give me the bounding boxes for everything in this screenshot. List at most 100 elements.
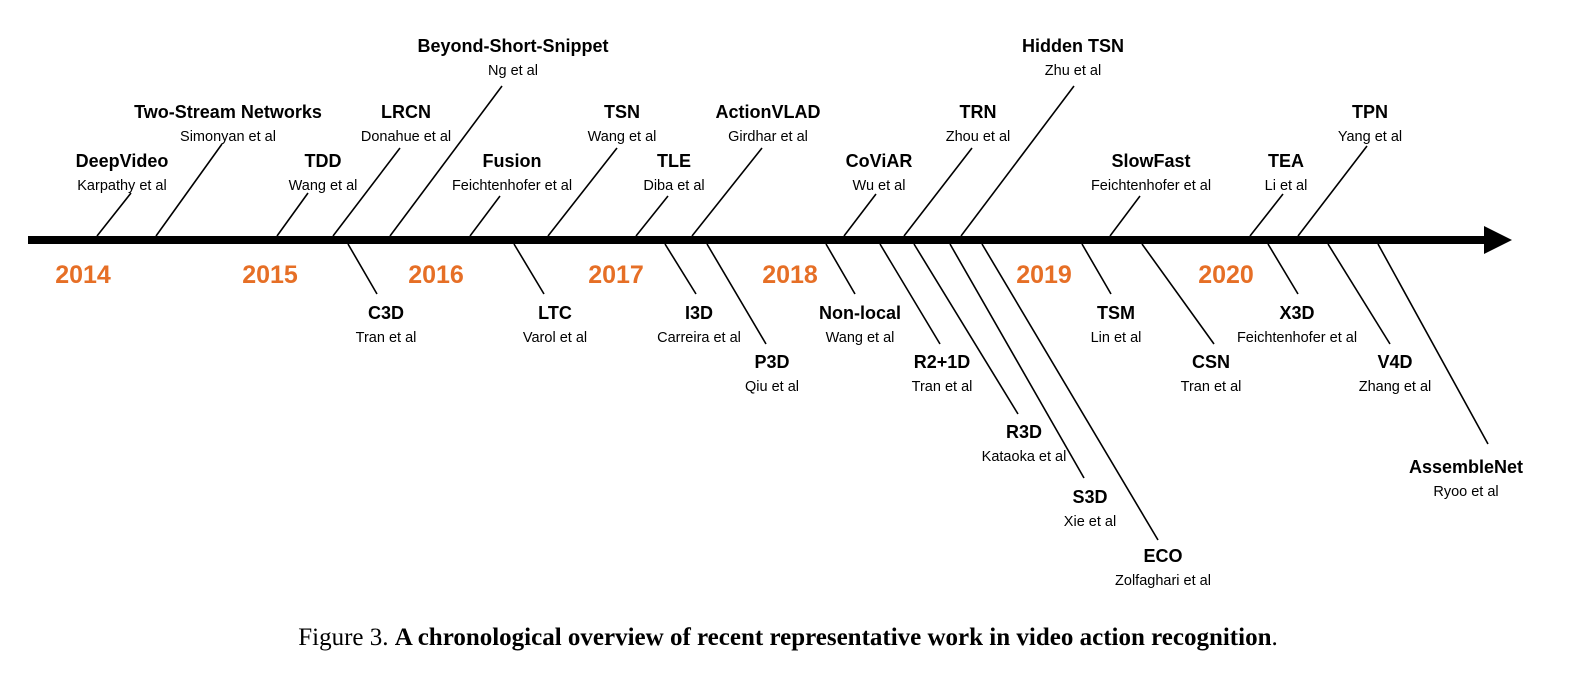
work-authors: Xie et al [1064,514,1116,530]
work-tle: TLE Diba et al [643,151,704,194]
connector-tsm [1081,243,1112,295]
work-slowfast: SlowFast Feichtenhofer et al [1091,151,1211,194]
work-authors: Wu et al [853,178,906,194]
year-label-2018: 2018 [762,261,818,289]
work-name: C3D [368,303,404,323]
work-name: TEA [1268,151,1304,171]
work-hidden-tsn: Hidden TSN Zhu et al [1022,36,1124,79]
work-name: Beyond-Short-Snippet [418,36,609,56]
connector-i3d [664,243,697,295]
work-name: ActionVLAD [716,102,821,122]
work-coviar: CoViAR Wu et al [846,151,913,194]
work-name: P3D [754,352,789,372]
work-authors: Lin et al [1091,330,1142,346]
connector-coviar [843,193,877,237]
work-authors: Wang et al [826,330,895,346]
work-r2-1d: R2+1D Tran et al [912,352,973,395]
connector-assemblenet [1377,243,1489,445]
figure-caption: Figure 3. A chronological overview of re… [0,624,1576,652]
work-non-local: Non-local Wang et al [819,303,901,346]
connector-hidden-tsn [960,85,1075,237]
timeline-arrowhead [1484,226,1512,254]
work-tsn: TSN Wang et al [588,102,657,145]
work-authors: Diba et al [643,178,704,194]
work-ltc: LTC Varol et al [523,303,587,346]
work-name: CoViAR [846,151,913,171]
connector-slowfast [1109,195,1141,237]
connector-tea [1249,193,1284,237]
work-name: TSM [1097,303,1135,323]
work-v4d: V4D Zhang et al [1359,352,1432,395]
work-c3d: C3D Tran et al [356,303,417,346]
connector-deepvideo [96,192,132,237]
year-label-2019: 2019 [1016,261,1072,289]
connector-eco [981,243,1159,541]
work-authors: Karpathy et al [77,178,166,194]
work-fusion: Fusion Feichtenhofer et al [452,151,572,194]
work-name: TPN [1352,102,1388,122]
work-name: LTC [538,303,572,323]
work-name: DeepVideo [76,151,169,171]
work-beyond-short-snippet: Beyond-Short-Snippet Ng et al [418,36,609,79]
work-authors: Li et al [1265,178,1308,194]
work-name: TLE [657,151,691,171]
connector-tsn [547,147,618,237]
work-name: Non-local [819,303,901,323]
work-name: I3D [685,303,713,323]
work-name: Hidden TSN [1022,36,1124,56]
connector-beyond-short-snippet [389,85,503,237]
work-authors: Zhu et al [1045,63,1101,79]
connector-fusion [469,195,501,237]
work-authors: Donahue et al [361,129,451,145]
work-name: V4D [1377,352,1412,372]
work-authors: Tran et al [912,379,973,395]
work-name: TSN [604,102,640,122]
year-label-2015: 2015 [242,261,298,289]
work-authors: Qiu et al [745,379,799,395]
work-authors: Zhou et al [946,129,1011,145]
work-authors: Ryoo et al [1433,484,1498,500]
caption-suffix: . [1271,624,1278,651]
connector-c3d [347,243,378,295]
work-name: LRCN [381,102,431,122]
work-lrcn: LRCN Donahue et al [361,102,451,145]
work-name: CSN [1192,352,1230,372]
work-authors: Kataoka et al [982,449,1067,465]
work-authors: Wang et al [588,129,657,145]
work-authors: Tran et al [356,330,417,346]
work-name: AssembleNet [1409,457,1523,477]
work-authors: Girdhar et al [728,129,808,145]
work-authors: Carreira et al [657,330,741,346]
work-eco: ECO Zolfaghari et al [1115,546,1211,589]
connector-tle [635,195,669,237]
work-tea: TEA Li et al [1265,151,1308,194]
connector-s3d [949,243,1085,479]
work-two-stream-networks: Two-Stream Networks Simonyan et al [134,102,322,145]
connector-r3d [913,243,1019,415]
connector-r2-1d [879,243,941,345]
work-authors: Yang et al [1338,129,1402,145]
work-r3d: R3D Kataoka et al [982,422,1067,465]
work-authors: Feichtenhofer et al [1237,330,1357,346]
work-name: R2+1D [914,352,971,372]
work-authors: Zhang et al [1359,379,1432,395]
work-tpn: TPN Yang et al [1338,102,1402,145]
connector-trn [903,147,973,237]
work-tdd: TDD Wang et al [289,151,358,194]
year-label-2014: 2014 [55,261,111,289]
caption-prefix: Figure 3. [298,624,389,651]
year-label-2016: 2016 [408,261,464,289]
year-label-2017: 2017 [588,261,644,289]
connector-csn [1141,243,1215,345]
connector-tdd [276,192,309,237]
work-authors: Zolfaghari et al [1115,573,1211,589]
caption-title: A chronological overview of recent repre… [394,624,1272,651]
work-name: SlowFast [1111,151,1190,171]
work-i3d: I3D Carreira et al [657,303,741,346]
connector-p3d [706,243,767,345]
work-x3d: X3D Feichtenhofer et al [1237,303,1357,346]
connector-tpn [1297,145,1368,237]
work-p3d: P3D Qiu et al [745,352,799,395]
work-authors: Varol et al [523,330,587,346]
timeline-diagram: 2014 2015 2016 2017 2018 2019 2020 DeepVideo Ka… [28,36,1523,589]
